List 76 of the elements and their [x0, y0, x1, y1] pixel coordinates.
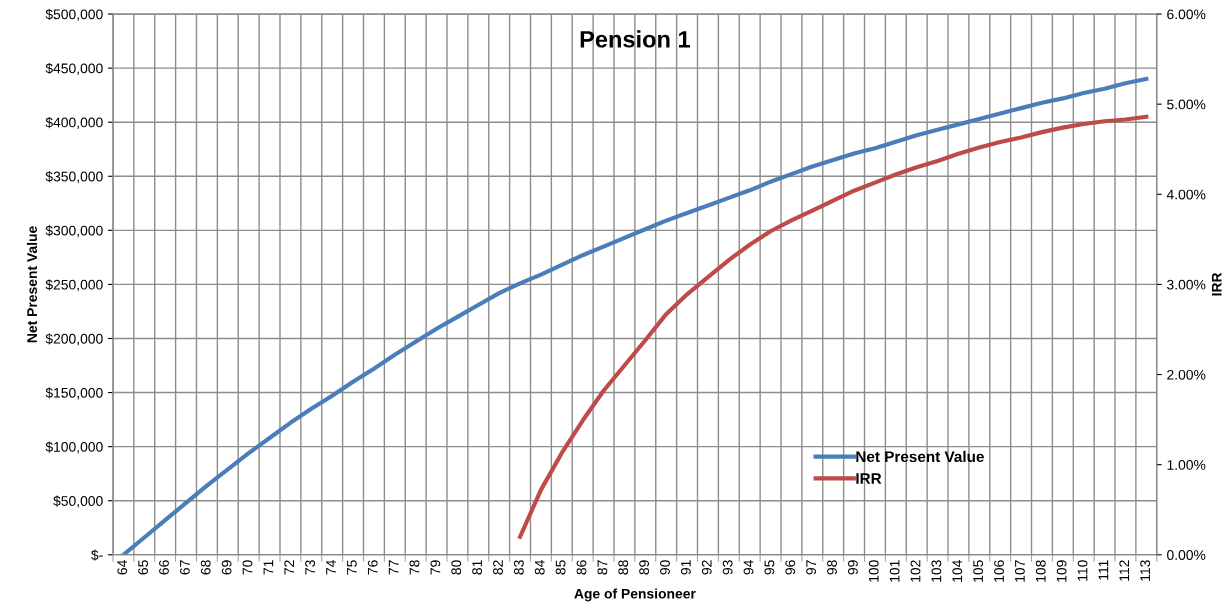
x-tick-label: 99: [847, 560, 858, 575]
x-tick-label: 65: [138, 560, 149, 575]
y2-tick-label: 5.00%: [1167, 99, 1206, 110]
x-tick-label: 68: [200, 560, 211, 575]
x-tick-label: 73: [305, 560, 316, 575]
x-tick-label: 95: [764, 560, 775, 575]
x-tick-label: 112: [1119, 560, 1130, 581]
x-tick-label: 96: [785, 560, 796, 575]
x-tick-label: 70: [242, 560, 253, 575]
x-tick-label: 90: [660, 560, 670, 575]
x-tick-label: 100: [868, 560, 879, 582]
x-tick-label: 89: [639, 560, 650, 575]
y-tick-label: $300,000: [45, 225, 103, 238]
y-tick-label: $100,000: [45, 441, 103, 454]
x-tick-label: 80: [451, 560, 462, 575]
x-tick-label: 105: [973, 560, 984, 582]
x-tick-label: 88: [618, 560, 629, 575]
y-tick-label: $400,000: [45, 116, 103, 130]
x-tick-label: 74: [326, 560, 336, 575]
x-tick-label: 69: [221, 560, 232, 575]
x-tick-label: 113: [1140, 560, 1151, 581]
x-tick-label: 111: [1098, 560, 1109, 580]
y-tick-label: $-: [91, 549, 103, 561]
x-tick-label: 85: [555, 560, 566, 575]
y2-tick-label: 4.00%: [1166, 189, 1206, 200]
x-tick-label: 83: [513, 560, 524, 575]
legend-label: IRR: [856, 473, 882, 484]
x-tick-label: 87: [597, 560, 608, 575]
x-tick-label: 94: [743, 560, 754, 575]
x-tick-label: 98: [827, 560, 837, 575]
y-tick-label: $50,000: [53, 495, 103, 508]
x-tick-label: 66: [159, 560, 169, 575]
y2-tick-label: 6.00%: [1167, 9, 1206, 20]
y-tick-label: $350,000: [45, 171, 103, 184]
x-tick-label: 91: [680, 560, 691, 575]
x-tick-label: 93: [722, 560, 733, 575]
x-tick-label: 86: [576, 560, 587, 575]
x-tick-label: 79: [430, 560, 441, 575]
y-tick-label: $200,000: [45, 333, 103, 346]
line-series: [121, 76, 1149, 555]
y2-tick-label: 2.00%: [1167, 369, 1206, 380]
x-tick-label: 92: [701, 560, 712, 575]
x-tick-label: 108: [1035, 560, 1046, 582]
x-tick-label: 97: [806, 560, 817, 575]
y2-tick-label: 3.00%: [1167, 279, 1206, 290]
x-tick-label: 104: [952, 560, 963, 582]
x-tick-label: 72: [284, 560, 295, 575]
text: Pension 1: [580, 30, 690, 48]
x-tick-label: 84: [534, 560, 545, 575]
x-tick-label: 82: [493, 560, 503, 575]
line-series: [517, 114, 1149, 539]
x-tick-label: 106: [994, 560, 1004, 582]
y2-axis-title: IRR: [1211, 272, 1222, 296]
y-axis-title: Net Present Value: [26, 226, 38, 343]
x-tick-label: 107: [1014, 560, 1025, 582]
y-tick-label: $450,000: [45, 62, 103, 75]
x-tick-label: 71: [263, 560, 274, 575]
x-tick-label: 101: [889, 560, 900, 582]
x-tick-label: 64: [117, 560, 128, 575]
x-tick-label: 81: [472, 560, 483, 575]
y-tick-label: $250,000: [45, 279, 103, 292]
x-tick-label: 102: [910, 560, 921, 582]
x-tick-label: 75: [347, 560, 357, 575]
x-tick-label: 67: [179, 560, 190, 575]
y-tick-label: $500,000: [45, 8, 103, 21]
y2-tick-label: 0.00%: [1167, 550, 1206, 560]
y2-tick-label: 1.00%: [1167, 460, 1206, 470]
x-tick-label: 109: [1056, 560, 1067, 582]
x-tick-label: 76: [367, 560, 378, 575]
legend-label: Net Present Value: [856, 450, 984, 463]
y-tick-label: $150,000: [45, 387, 103, 400]
x-tick-label: 77: [388, 560, 399, 575]
x-tick-label: 110: [1077, 560, 1088, 581]
x-tick-label: 103: [931, 560, 942, 582]
x-tick-label: 78: [409, 560, 420, 575]
x-axis-title: Age of Pensioneer: [574, 588, 696, 602]
